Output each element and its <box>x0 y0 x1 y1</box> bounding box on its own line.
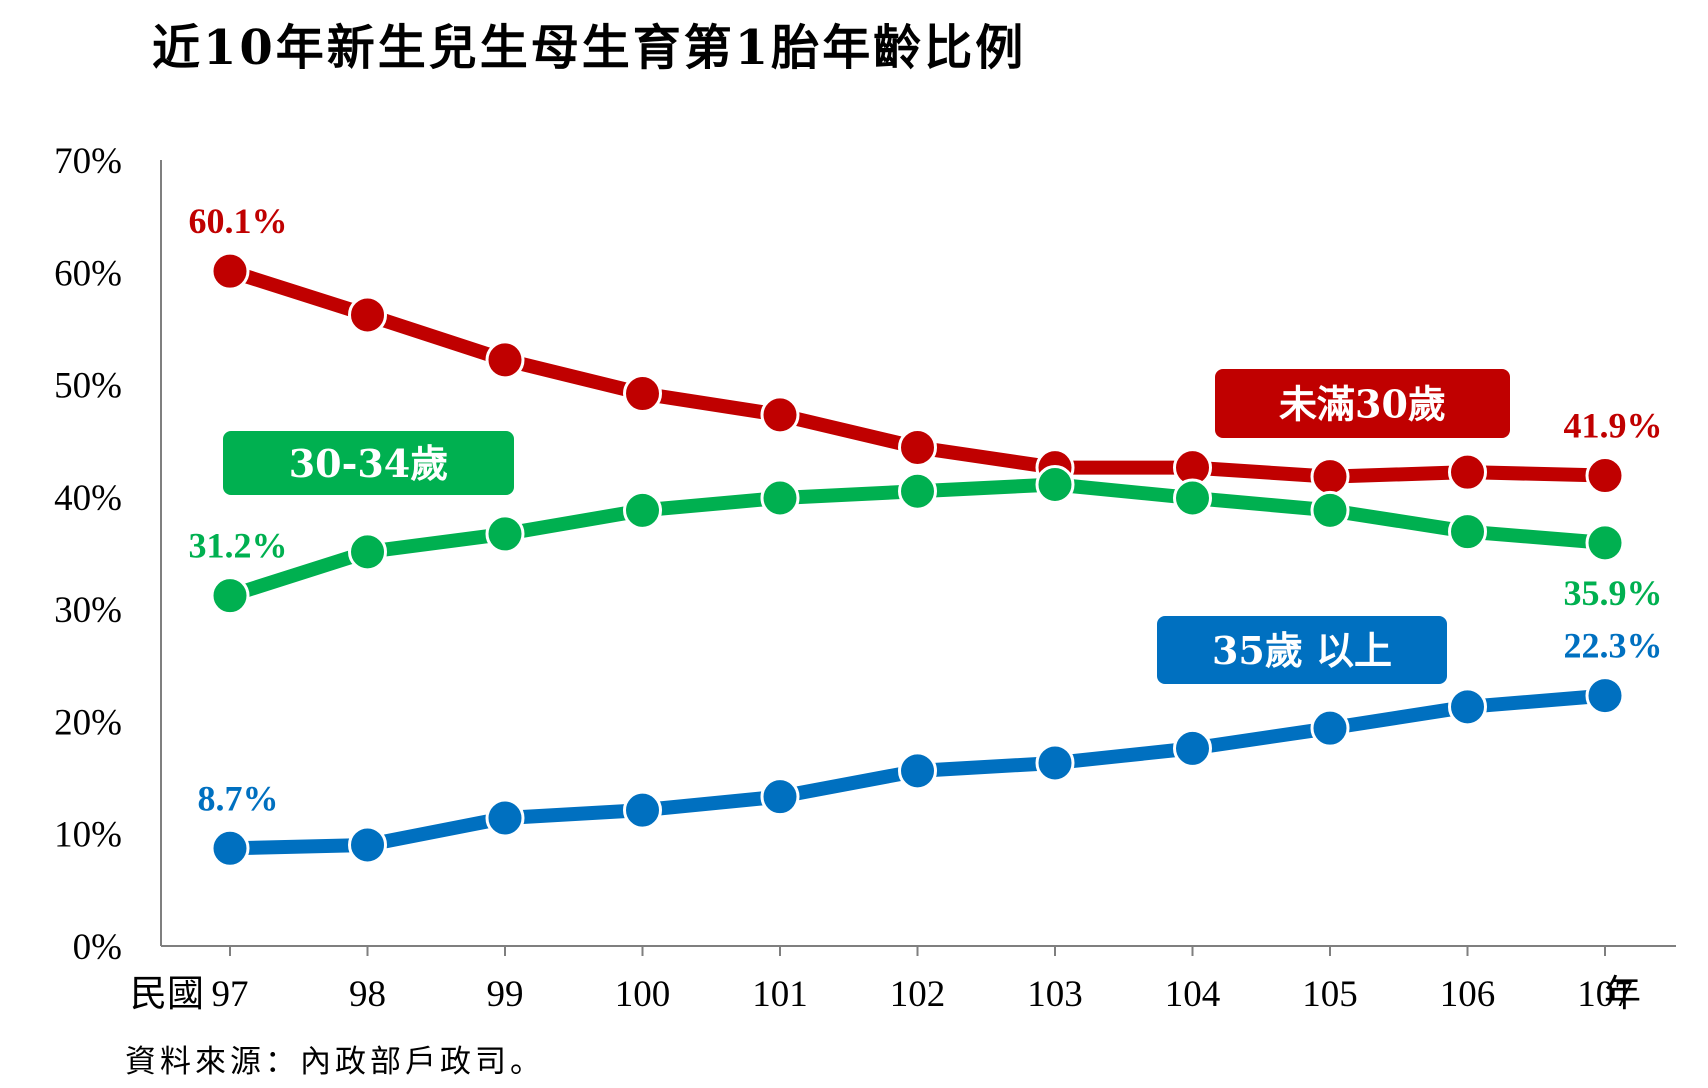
data-label: 31.2% <box>189 526 288 566</box>
data-point <box>760 478 800 518</box>
source-note: 資料來源：內政部戶政司。 <box>125 1044 545 1080</box>
x-tick-label: 98 <box>349 974 386 1015</box>
x-tick-label: 104 <box>1165 974 1221 1015</box>
data-point <box>348 532 387 572</box>
data-point <box>1035 743 1075 783</box>
data-point <box>1173 478 1212 518</box>
x-tick-label: 102 <box>890 974 946 1015</box>
x-tick-label: 99 <box>487 974 524 1015</box>
series-2 <box>210 465 1625 616</box>
y-tick-label: 70% <box>54 141 122 182</box>
legend-badges: 未滿30歲 30-34歲 35歲 以上 <box>223 369 1510 684</box>
data-label: 35.9% <box>1564 573 1663 613</box>
chart-title: 近10年新生兒生母生育第1胎年齡比例 <box>152 20 1026 76</box>
data-point <box>485 514 525 554</box>
data-point <box>623 374 662 414</box>
data-point <box>1448 687 1487 727</box>
data-label: 8.7% <box>198 778 279 818</box>
y-tick-label: 40% <box>54 478 122 519</box>
legend-badge-label: 35歲 以上 <box>1212 628 1392 673</box>
x-tick-label: 103 <box>1027 974 1083 1015</box>
data-label: 60.1% <box>189 201 288 241</box>
data-point <box>760 777 800 817</box>
data-point <box>1448 512 1487 552</box>
data-point <box>1310 457 1350 497</box>
x-tick-label: 100 <box>615 974 671 1015</box>
data-point <box>1310 708 1350 748</box>
data-point <box>210 828 250 868</box>
data-point <box>485 798 525 838</box>
data-point <box>898 751 937 791</box>
y-tick-label: 20% <box>54 702 122 743</box>
x-tick-label: 105 <box>1302 974 1358 1015</box>
y-tick-label: 0% <box>73 927 122 968</box>
data-point <box>210 251 250 291</box>
legend-badge-label: 未滿30歲 <box>1279 382 1446 427</box>
legend-badge <box>1215 369 1510 438</box>
data-point <box>760 395 800 435</box>
x-tick-label: 97 <box>212 974 249 1015</box>
x-tick-label: 101 <box>752 974 808 1015</box>
legend-badge-label: 30-34歲 <box>289 441 449 486</box>
y-tick-label: 30% <box>54 590 122 631</box>
data-point <box>623 790 662 830</box>
data-point <box>1585 523 1625 563</box>
data-point <box>898 427 937 467</box>
data-point <box>485 340 525 380</box>
data-point <box>348 825 387 865</box>
series-layer <box>210 251 1625 868</box>
x-axis-suffix: 年 <box>1604 973 1641 1015</box>
legend-badge <box>1157 616 1447 684</box>
data-point <box>1310 490 1350 530</box>
series-3 <box>210 676 1625 868</box>
data-point <box>898 471 937 511</box>
x-axis-prefix: 民國 <box>130 974 204 1015</box>
data-point <box>1035 465 1075 505</box>
data-point <box>1585 456 1625 496</box>
data-labels: 60.1% 41.9% 31.2% 35.9% 8.7% 22.3% <box>189 201 1663 818</box>
y-tick-label: 50% <box>54 366 122 407</box>
data-point <box>348 295 387 335</box>
y-tick-label: 60% <box>54 253 122 294</box>
data-point <box>210 576 250 616</box>
data-point <box>1448 452 1487 492</box>
legend-badge <box>223 431 514 495</box>
axes: 0% 10% 20% 30% 40% 50% 60% 70% 97 98 99 100 101 102 10… <box>54 141 1676 1015</box>
x-tick-label: 107 <box>1577 974 1633 1015</box>
x-tick-label: 106 <box>1440 974 1496 1015</box>
data-label: 41.9% <box>1564 406 1663 446</box>
y-tick-label: 10% <box>54 815 122 856</box>
data-point <box>1585 676 1625 716</box>
data-point <box>623 490 662 530</box>
data-label: 22.3% <box>1564 626 1663 666</box>
data-point <box>1173 728 1212 768</box>
